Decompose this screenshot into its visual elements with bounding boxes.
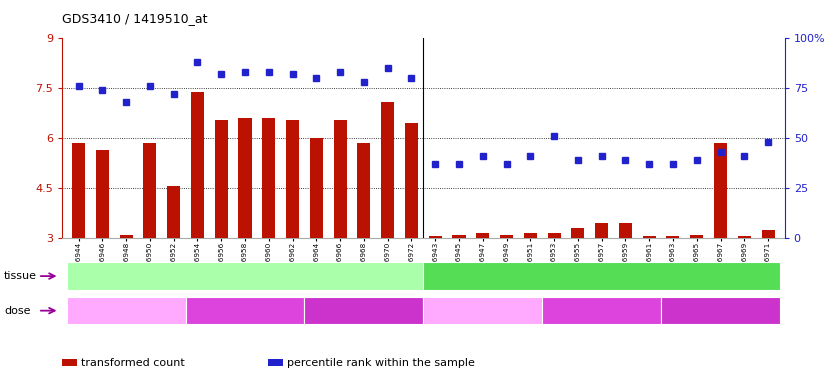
Bar [738,237,751,238]
Bar [72,143,85,238]
Text: 0 mg: 0 mg [111,304,141,317]
Bar [286,120,299,238]
Bar [144,143,156,238]
Bar [429,237,442,238]
Bar [96,150,109,238]
Text: tissue: tissue [4,271,37,281]
Text: 10 mg: 10 mg [702,304,739,317]
Bar [667,237,680,238]
Text: 10 mg: 10 mg [345,304,382,317]
Text: dose: dose [4,306,31,316]
Bar [691,235,703,238]
Bar [453,235,466,238]
Bar [191,92,204,238]
Text: GDS3410 / 1419510_at: GDS3410 / 1419510_at [62,12,207,25]
Bar [643,237,656,238]
Bar [572,228,585,238]
Text: transformed count: transformed count [81,358,185,368]
Bar [310,138,323,238]
Bar [595,223,608,238]
Text: percentile rank within the sample: percentile rank within the sample [287,358,475,368]
Bar [548,233,561,238]
Bar [262,118,275,238]
Text: 5 mg: 5 mg [586,304,617,317]
Bar [120,235,133,238]
Bar [714,143,727,238]
Text: 0 mg: 0 mg [468,304,498,317]
Text: lung: lung [589,270,615,283]
Bar [477,233,489,238]
Bar [215,120,228,238]
Text: liver: liver [232,270,258,283]
Text: 5 mg: 5 mg [230,304,260,317]
Bar [500,235,513,238]
Bar [524,233,537,238]
Bar [619,223,632,238]
Bar [239,118,252,238]
Bar [358,143,370,238]
Bar [334,120,347,238]
Bar [167,187,180,238]
Bar [381,102,394,238]
Bar [762,230,775,238]
Bar [405,123,418,238]
